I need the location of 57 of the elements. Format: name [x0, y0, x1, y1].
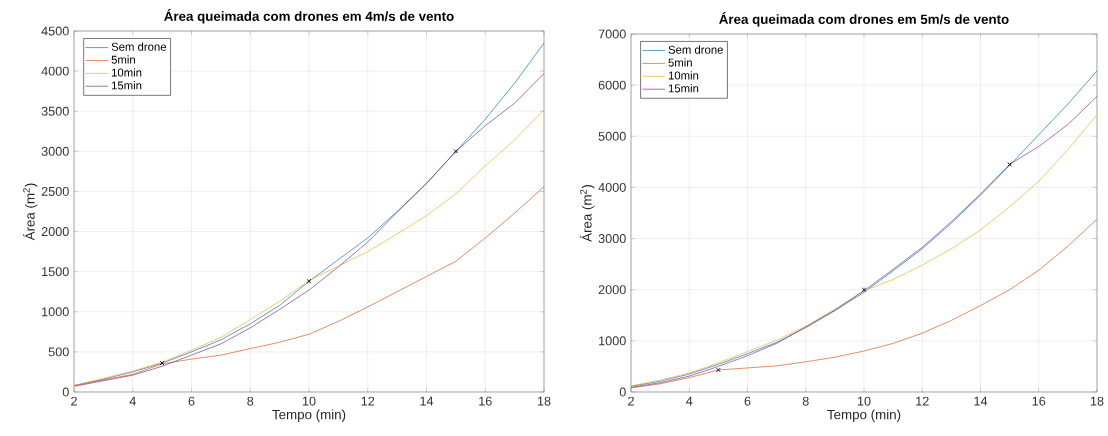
chart-title: Área queimada com drones em 5m/s de vento — [719, 12, 1009, 27]
line-series — [631, 218, 1097, 389]
y-tick-label: 1000 — [599, 336, 626, 346]
y-tick-label: 2500 — [41, 186, 69, 196]
x-tick-label: 10 — [857, 396, 871, 406]
x-tick-label: 12 — [361, 396, 375, 406]
x-tick-label: 18 — [537, 396, 551, 406]
y-tick-label: 500 — [48, 347, 69, 357]
x-tick-label: 14 — [974, 396, 988, 406]
legend-label: 10min — [668, 71, 699, 80]
x-axis-title: Tempo (min) — [272, 409, 346, 422]
x-tick-label: 2 — [628, 396, 634, 406]
x-tick-label: 12 — [916, 396, 929, 406]
x-axis-title: Tempo (min) — [827, 409, 901, 422]
y-tick-label: 6000 — [598, 80, 626, 90]
y-tick-label: 3000 — [598, 234, 626, 244]
x-tick-label: 8 — [802, 396, 809, 406]
point — [716, 367, 721, 373]
y-tick-label: 4000 — [598, 182, 626, 192]
x-tick-label: 16 — [479, 396, 492, 406]
x-tick-label: 4 — [686, 396, 693, 406]
y-tick-label: 1000 — [42, 307, 69, 317]
x-tick-label: 4 — [129, 396, 136, 406]
y-tick-label: 3000 — [41, 146, 69, 156]
legend-label: 10min — [111, 68, 142, 77]
y-tick-label: 3500 — [41, 106, 69, 116]
legend-label: 15min — [111, 81, 142, 90]
point — [453, 148, 459, 154]
legend-label: 5min — [111, 55, 135, 64]
point — [861, 287, 867, 293]
y-tick-label: 1500 — [42, 267, 69, 277]
x-tick-label: 6 — [188, 396, 195, 406]
legend-label: Sem drone — [668, 45, 723, 54]
y-tick-label: 7000 — [598, 29, 626, 39]
legend-label: 15min — [668, 84, 699, 93]
x-tick-label: 10 — [302, 396, 316, 406]
x-tick-label: 8 — [247, 396, 254, 406]
y-tick-label: 0 — [619, 387, 626, 397]
x-tick-label: 16 — [1032, 396, 1046, 406]
y-axis-title: Área (m$^{2}$) — [22, 183, 38, 241]
y-tick-label: 4500 — [41, 26, 69, 36]
x-tick-label: 2 — [71, 396, 77, 406]
y-tick-label: 2000 — [598, 285, 626, 295]
y-tick-label: 0 — [62, 387, 69, 397]
point — [306, 278, 312, 284]
point — [159, 360, 165, 366]
y-axis-title: Área (m$^{2}$) — [579, 184, 595, 242]
chart-title: Área queimada com drones em 4m/s de vento — [164, 9, 454, 24]
x-tick-label: 6 — [744, 396, 751, 406]
y-tick-label: 5000 — [598, 131, 626, 141]
x-tick-label: 14 — [420, 396, 434, 406]
legend-label: Sem drone — [111, 42, 167, 51]
y-tick-label: 2000 — [41, 227, 69, 237]
point — [1007, 162, 1012, 167]
y-tick-label: 4000 — [41, 66, 69, 76]
legend-label: 5min — [668, 58, 692, 67]
x-tick-label: 18 — [1090, 396, 1104, 406]
